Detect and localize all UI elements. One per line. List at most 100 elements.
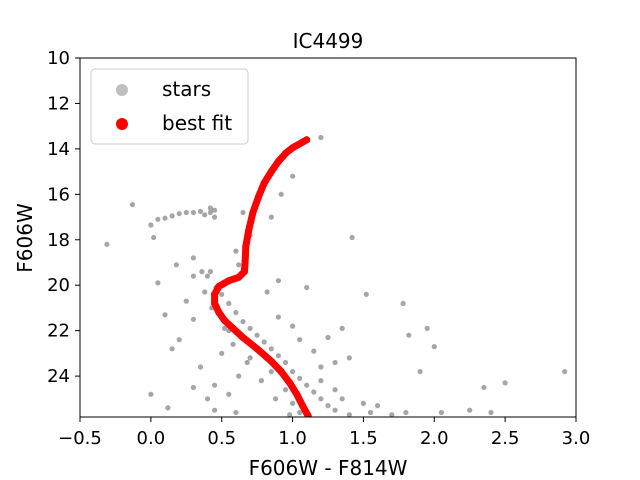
star-point (169, 346, 175, 352)
star-point (297, 375, 303, 381)
star-point (406, 332, 412, 338)
star-point (236, 373, 242, 379)
x-tick-label: 2.5 (491, 428, 520, 449)
star-point (332, 407, 338, 413)
star-point (254, 332, 260, 338)
star-point (212, 382, 218, 388)
star-point (275, 314, 281, 320)
star-point (247, 355, 253, 361)
star-point (349, 234, 355, 241)
star-point (360, 400, 366, 406)
star-point (332, 359, 338, 366)
star-point (282, 387, 289, 393)
star-point (318, 134, 324, 141)
y-tick-label: 20 (47, 275, 70, 296)
star-point (244, 359, 250, 366)
star-point (311, 389, 317, 395)
star-point (467, 407, 473, 413)
x-tick-label: −0.5 (58, 428, 102, 449)
best-fit-line (211, 136, 312, 417)
star-point (233, 248, 239, 254)
star-point (202, 212, 208, 218)
star-point (197, 364, 204, 370)
star-point (212, 407, 218, 413)
y-tick-label: 16 (47, 184, 70, 205)
star-point (481, 384, 487, 391)
star-point (339, 396, 345, 402)
star-point (155, 280, 161, 286)
star-point (190, 209, 196, 216)
star-point (240, 209, 246, 216)
star-point (282, 359, 289, 366)
star-point (311, 348, 317, 354)
star-point (162, 312, 168, 318)
star-point (258, 378, 264, 384)
star-point (155, 216, 161, 222)
legend-label-stars: stars (162, 77, 211, 101)
star-point (219, 350, 225, 356)
star-point (190, 384, 196, 391)
star-point (318, 378, 324, 384)
star-point (173, 262, 179, 268)
star-point (297, 409, 303, 416)
star-point (230, 341, 236, 347)
star-point (424, 325, 430, 331)
star-point (275, 278, 281, 284)
legend-marker-stars (116, 84, 128, 96)
star-point (199, 269, 205, 275)
star-point (204, 273, 211, 279)
star-point (207, 205, 213, 211)
star-point (104, 241, 110, 247)
star-point (389, 412, 395, 417)
star-point (287, 412, 293, 417)
x-tick-label: 1.5 (349, 428, 378, 449)
star-point (325, 403, 331, 409)
star-point (346, 355, 352, 361)
star-point (367, 409, 374, 416)
points-layer (104, 134, 568, 417)
star-point (268, 214, 274, 220)
star-point (148, 391, 154, 397)
star-point (325, 334, 331, 341)
star-point (233, 409, 239, 416)
star-point (290, 400, 296, 406)
ticks-layer: −0.5 0.0 0.5 1.0 1.5 2.0 2.5 3.0 10 12 14 16 18 20 22 2… (47, 48, 590, 449)
star-point (318, 364, 324, 370)
star-point (233, 309, 239, 316)
legend-label-best-fit: best fit (162, 111, 232, 135)
star-point (183, 298, 189, 304)
star-point (273, 396, 279, 402)
star-point (162, 215, 168, 221)
star-point (318, 396, 324, 402)
star-point (240, 319, 246, 325)
y-tick-label: 10 (47, 48, 70, 69)
star-point (202, 289, 208, 295)
y-tick-label: 22 (47, 321, 70, 342)
x-tick-label: 2.0 (420, 428, 449, 449)
star-point (226, 300, 232, 306)
star-point (417, 369, 423, 375)
y-tick-label: 12 (47, 93, 70, 114)
star-point (375, 403, 381, 409)
x-tick-label: 0.0 (137, 428, 166, 449)
star-point (488, 409, 494, 416)
star-point (226, 391, 232, 397)
star-point (169, 213, 175, 219)
star-point (190, 273, 196, 279)
star-point (438, 409, 444, 416)
star-point (403, 409, 409, 416)
star-point (339, 325, 345, 331)
star-point (190, 316, 196, 322)
chart-title: IC4499 (293, 29, 364, 53)
star-point (190, 255, 196, 261)
star-point (176, 337, 182, 343)
legend-box (90, 68, 249, 145)
star-point (207, 209, 213, 216)
star-point (183, 209, 189, 216)
star-point (261, 339, 267, 345)
legend: stars best fit (90, 68, 249, 145)
y-tick-label: 14 (47, 139, 70, 160)
star-point (562, 369, 568, 375)
legend-marker-best-fit (116, 118, 128, 130)
